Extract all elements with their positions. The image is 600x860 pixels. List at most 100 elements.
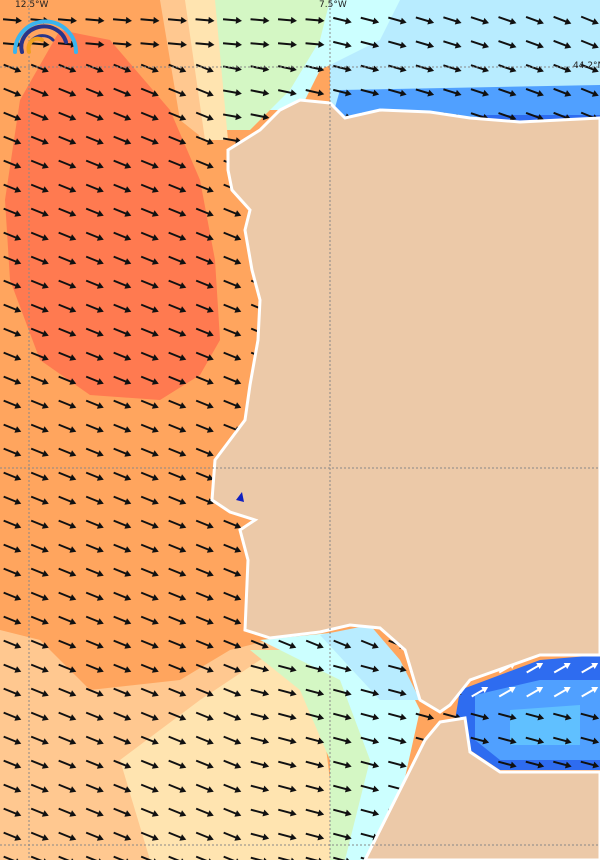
direction-arrow <box>140 375 159 385</box>
wave-arcs-logo <box>13 19 78 54</box>
arrow-head <box>537 90 544 97</box>
arrow-head <box>179 810 187 817</box>
direction-arrow <box>195 663 214 673</box>
direction-arrow <box>30 423 49 433</box>
direction-arrow <box>223 351 242 361</box>
direction-arrow <box>470 712 490 721</box>
arrow-head <box>151 450 159 457</box>
arrow-head <box>344 761 352 769</box>
arrow-head <box>124 498 132 505</box>
arrow-head <box>69 426 77 433</box>
arrow-head <box>344 689 352 697</box>
arrow-head <box>508 686 516 694</box>
arrow-head <box>14 762 22 769</box>
arrow-head <box>69 306 77 313</box>
direction-arrow <box>415 712 435 721</box>
direction-arrow <box>305 639 324 649</box>
arrow-head <box>234 330 242 337</box>
direction-arrow <box>3 351 22 361</box>
arrow-head <box>14 162 22 169</box>
direction-arrow <box>85 207 104 217</box>
direction-arrow <box>57 16 77 24</box>
arrow-head <box>96 378 104 385</box>
direction-arrow <box>58 543 77 553</box>
direction-arrow <box>113 495 132 505</box>
arrow-head <box>206 762 214 769</box>
direction-arrow <box>498 16 517 25</box>
arrow-head <box>263 40 270 48</box>
arrow-head <box>96 306 104 313</box>
arrow-head <box>14 138 22 145</box>
arrow-head <box>317 737 325 745</box>
arrow-head <box>124 714 132 721</box>
direction-arrow <box>58 231 77 241</box>
arrow-head <box>151 738 159 745</box>
arrow-head <box>591 686 599 694</box>
direction-arrow <box>113 543 132 553</box>
arrow-head <box>151 834 159 841</box>
direction-arrow <box>168 399 187 409</box>
direction-arrow <box>30 543 49 553</box>
arrow-head <box>96 474 104 481</box>
logo-mid-arc <box>19 24 68 54</box>
direction-arrow <box>168 183 187 193</box>
direction-arrow <box>333 64 352 73</box>
arrow-head <box>69 834 77 841</box>
direction-arrow <box>58 471 77 481</box>
direction-arrow <box>112 16 132 24</box>
direction-arrow <box>85 711 104 721</box>
arrow-head <box>344 785 352 793</box>
direction-arrow <box>250 89 270 97</box>
direction-arrow <box>250 639 269 649</box>
arrow-head <box>372 737 380 745</box>
arrow-head <box>317 65 325 73</box>
direction-arrow <box>470 88 489 97</box>
direction-arrow <box>333 712 352 721</box>
direction-arrow <box>140 663 159 673</box>
arrow-head <box>69 762 77 769</box>
wave-zone-level-low <box>180 0 228 140</box>
arrow-head <box>179 330 187 337</box>
direction-arrow <box>30 831 49 841</box>
arrow-head <box>14 522 22 529</box>
arrow-head <box>289 857 297 860</box>
arrow-head <box>563 662 571 670</box>
arrow-head <box>179 618 187 625</box>
direction-arrow <box>3 255 22 265</box>
arrow-head <box>124 450 132 457</box>
arrow-head <box>262 665 270 673</box>
arrow-head <box>206 402 214 409</box>
direction-arrow <box>85 279 104 289</box>
arrow-head <box>318 16 325 24</box>
arrow-head <box>14 714 22 721</box>
arrow-head <box>41 282 49 289</box>
arrow-head <box>41 90 49 97</box>
direction-arrow <box>58 711 77 721</box>
arrow-head <box>153 16 160 24</box>
arrow-head <box>234 354 242 361</box>
direction-arrow <box>58 663 77 673</box>
direction-arrow <box>3 759 22 769</box>
arrow-head <box>372 41 380 49</box>
direction-arrow <box>333 688 352 697</box>
arrow-head <box>317 89 325 97</box>
arrow-head <box>14 498 22 505</box>
direction-arrow <box>58 207 77 217</box>
arrow-head <box>96 666 104 673</box>
direction-arrow <box>58 375 77 385</box>
arrow-head <box>124 330 132 337</box>
iberian-peninsula <box>210 98 600 714</box>
direction-arrow <box>305 89 325 97</box>
arrow-head <box>482 41 489 49</box>
direction-arrow <box>305 664 325 673</box>
direction-arrow <box>195 16 215 24</box>
direction-arrow <box>140 543 159 553</box>
direction-arrow <box>140 207 159 217</box>
arrow-head <box>69 162 77 169</box>
direction-arrow <box>3 231 22 241</box>
direction-arrow <box>30 87 49 97</box>
arrow-head <box>41 330 49 337</box>
direction-arrow <box>3 183 22 193</box>
